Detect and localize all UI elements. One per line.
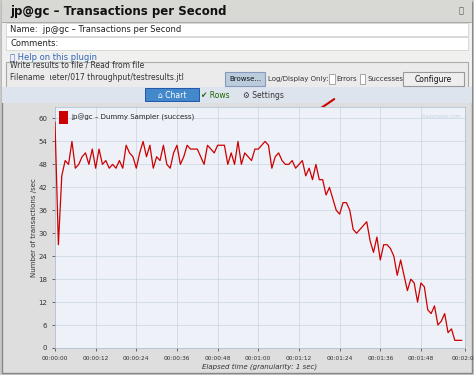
Bar — [225, 72, 265, 86]
Text: Configure: Configure — [415, 75, 452, 84]
Bar — [360, 74, 365, 84]
Bar — [403, 72, 464, 86]
Text: blazemeter.com: blazemeter.com — [421, 114, 461, 119]
Y-axis label: Number of transactions /sec: Number of transactions /sec — [31, 178, 37, 277]
Text: Log/Display Only:: Log/Display Only: — [268, 76, 328, 82]
Bar — [2, 0, 472, 22]
Text: Comments:: Comments: — [10, 39, 59, 48]
Text: Name:  jp@gc – Transactions per Second: Name: jp@gc – Transactions per Second — [10, 25, 182, 34]
Bar — [2, 22, 472, 23]
Text: Filename  ιeter/017 throughput/testresults.jtl: Filename ιeter/017 throughput/testresult… — [10, 74, 184, 82]
X-axis label: Elapsed time (granularity: 1 sec): Elapsed time (granularity: 1 sec) — [202, 363, 318, 370]
Text: Write results to file / Read from file: Write results to file / Read from file — [10, 61, 145, 70]
Text: jp@gc – Transactions per Second: jp@gc – Transactions per Second — [10, 4, 227, 18]
Text: ⚙ Settings: ⚙ Settings — [243, 90, 284, 99]
Text: ⓘ Help on this plugin: ⓘ Help on this plugin — [10, 53, 98, 62]
Text: Errors: Errors — [337, 76, 357, 82]
Text: Successes: Successes — [367, 76, 403, 82]
Text: Browse...: Browse... — [229, 76, 261, 82]
Bar — [6, 23, 468, 36]
Text: ✔ Rows: ✔ Rows — [201, 90, 230, 99]
Text: ⌂ Chart: ⌂ Chart — [158, 90, 186, 99]
Bar — [2, 23, 472, 87]
Bar — [145, 88, 199, 101]
Bar — [329, 74, 335, 84]
Text: jp@gc – Dummy Sampler (success): jp@gc – Dummy Sampler (success) — [72, 114, 195, 121]
Bar — [2, 87, 472, 103]
Bar — [6, 37, 468, 50]
FancyBboxPatch shape — [6, 62, 468, 88]
Text: ⬜: ⬜ — [458, 6, 463, 15]
Bar — [59, 111, 68, 124]
